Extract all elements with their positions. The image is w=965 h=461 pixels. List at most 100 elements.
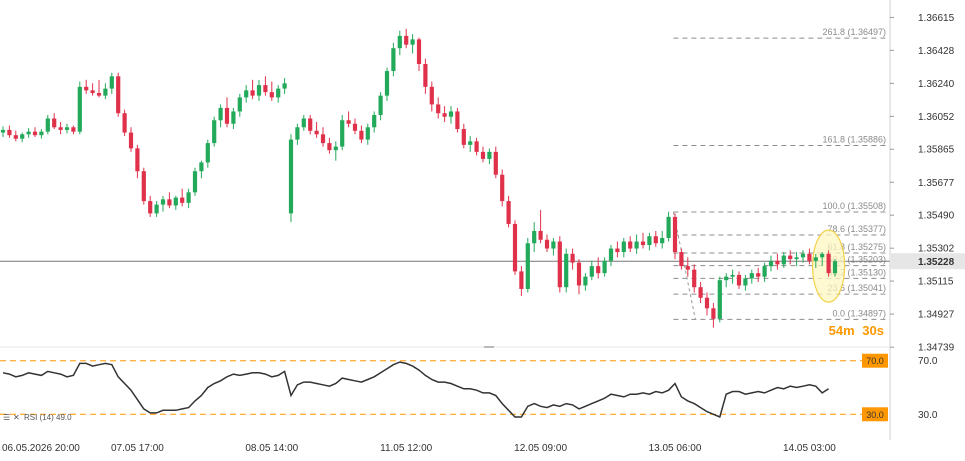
candle: [205, 139, 210, 168]
candle: [327, 137, 332, 154]
candle: [538, 209, 543, 244]
candle: [794, 252, 799, 267]
candle: [743, 274, 748, 291]
candle: [244, 85, 249, 103]
candle: [519, 266, 524, 296]
candle: [775, 253, 780, 270]
close-icon[interactable]: ✕: [13, 413, 20, 422]
candle: [199, 160, 204, 179]
candle: [455, 107, 460, 133]
candle: [173, 195, 178, 210]
pane-resize-handle[interactable]: [484, 346, 494, 348]
candle: [589, 260, 594, 281]
time-tick-label: 13.05 06:00: [649, 443, 702, 454]
rsi-tick-label: 30.0: [918, 410, 938, 421]
candle: [314, 122, 319, 138]
candle: [103, 83, 108, 100]
candle: [71, 125, 76, 135]
fib-level-label: 50.0 (1.35203): [827, 255, 886, 265]
fib-level-label: 38.2 (1.35130): [827, 267, 886, 277]
candle: [474, 137, 479, 156]
candle: [346, 111, 351, 128]
candle: [128, 127, 134, 152]
candle: [621, 238, 626, 258]
candle: [660, 230, 665, 249]
candle: [468, 136, 473, 152]
candle: [615, 241, 620, 258]
candle: [384, 67, 390, 101]
candle: [180, 188, 185, 207]
candle: [192, 167, 198, 196]
fib-level-label: 23.6 (1.35041): [827, 283, 886, 293]
price-tick-label: 1.35677: [918, 178, 955, 189]
fibonacci-retracement[interactable]: 261.8 (1.36497) 161.8 (1.35886) 100.0 (1.3…: [672, 27, 890, 320]
candlestick-series: [0, 28, 838, 328]
candle: [487, 148, 492, 165]
candle: [282, 78, 287, 94]
candle: [295, 123, 300, 145]
candle: [781, 252, 786, 268]
candle: [0, 126, 6, 137]
candle: [378, 92, 383, 121]
candle: [391, 42, 396, 77]
candle: [32, 127, 38, 137]
candle: [250, 79, 255, 100]
candle: [301, 114, 306, 131]
candle: [525, 238, 530, 293]
candle: [583, 273, 588, 291]
svg-text:30.0: 30.0: [866, 410, 884, 420]
fib-level-label: 261.8 (1.36497): [822, 27, 886, 37]
candle: [186, 188, 191, 209]
candle: [404, 28, 409, 49]
candle: [276, 85, 281, 103]
rsi-70-badge: 70.0: [862, 353, 888, 368]
candle: [813, 253, 818, 268]
candle: [160, 195, 166, 212]
candle: [26, 128, 31, 138]
candle: [416, 37, 422, 72]
candle: [13, 130, 18, 142]
current-price-label: 1.35228: [918, 257, 955, 268]
candle: [116, 72, 121, 117]
candle: [762, 262, 767, 282]
rsi-pane: 70.0 30.0 70.0 30.0: [0, 353, 938, 422]
candle: [717, 276, 722, 323]
fib-level-label: 78.6 (1.35377): [827, 224, 886, 234]
candle: [340, 114, 345, 151]
price-tick-label: 1.35115: [918, 277, 954, 288]
candle: [135, 144, 140, 179]
time-axis[interactable]: 06.05.2026 20:00 07.05 17:00 08.05 14:00 11…: [2, 443, 836, 454]
candle: [730, 269, 735, 284]
candle: [749, 269, 754, 284]
candle: [461, 123, 466, 149]
time-tick-label: 14.05 03:00: [783, 443, 836, 454]
candle: [141, 167, 146, 205]
candle: [148, 195, 153, 217]
price-tick-label: 1.36428: [918, 46, 955, 57]
price-tick-label: 1.34739: [918, 343, 955, 354]
price-tick-label: 1.36052: [918, 112, 955, 123]
rsi-legend[interactable]: ☰ ✕ RSI (14) 49.0: [3, 413, 72, 422]
candle: [551, 238, 556, 256]
svg-text:70.0: 70.0: [866, 356, 884, 366]
candle: [45, 114, 50, 135]
price-tick-label: 1.34927: [918, 310, 955, 321]
countdown-m-unit: m: [843, 323, 855, 338]
candle: [564, 248, 569, 293]
countdown-minutes: 54: [829, 323, 844, 338]
candle: [109, 72, 114, 94]
candle: [410, 34, 415, 54]
candle: [647, 232, 652, 251]
rsi-line: [2, 361, 830, 419]
candle: [512, 220, 518, 275]
candle: [231, 107, 236, 130]
candle: [154, 201, 159, 217]
rsi-tick-label: 70.0: [918, 356, 938, 367]
candle: [544, 234, 550, 253]
menu-icon[interactable]: ☰: [3, 413, 10, 422]
candle: [653, 230, 658, 247]
candle: [800, 250, 806, 263]
candle: [333, 141, 338, 161]
price-axis[interactable]: 1.36615 1.36428 1.36240 1.36052 1.35865 1.356…: [889, 0, 955, 440]
